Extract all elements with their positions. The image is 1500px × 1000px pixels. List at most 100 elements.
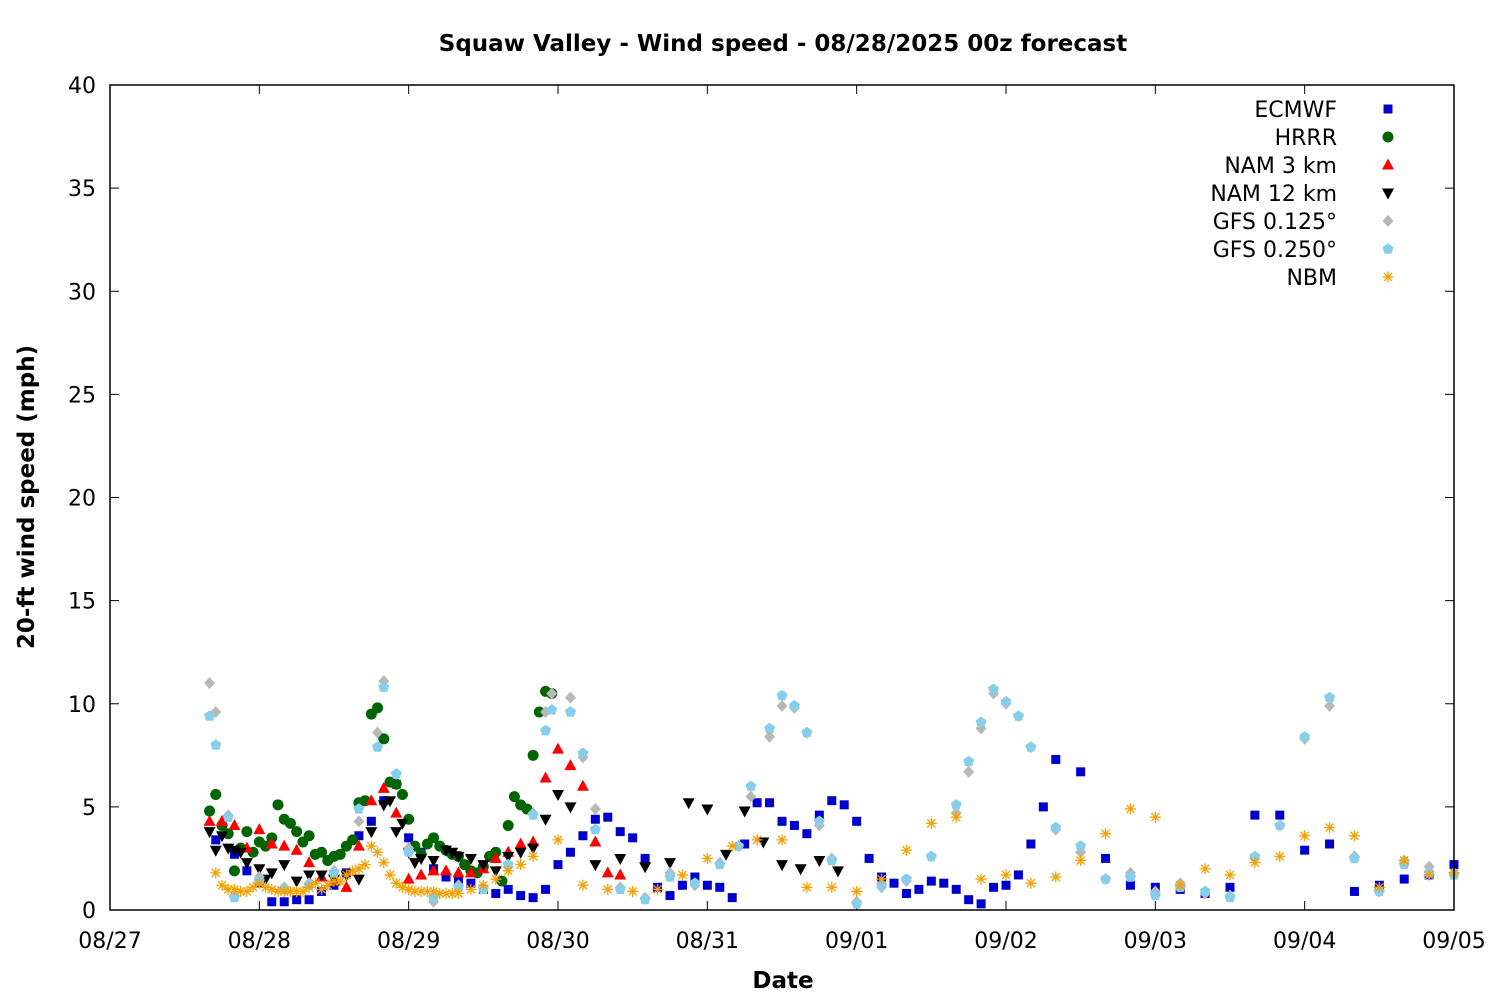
data-point — [664, 871, 676, 882]
data-point — [813, 856, 826, 867]
data-point — [690, 872, 700, 882]
data-point — [1249, 850, 1261, 862]
legend-marker — [1382, 188, 1394, 200]
data-point — [309, 877, 321, 889]
data-point — [390, 827, 403, 839]
data-point — [222, 883, 234, 895]
legend-label: NBM — [1286, 266, 1337, 291]
data-point — [1050, 871, 1062, 883]
data-point — [390, 806, 403, 818]
data-point — [652, 883, 664, 895]
data-point — [826, 881, 838, 893]
data-point — [278, 860, 291, 872]
data-point — [1423, 869, 1435, 881]
data-point — [365, 827, 378, 839]
data-point — [514, 837, 527, 849]
data-point — [347, 865, 359, 877]
data-point — [901, 889, 911, 898]
data-point — [396, 818, 409, 830]
y-tick-label: 35 — [68, 177, 96, 202]
data-point — [272, 885, 284, 897]
data-point — [639, 893, 651, 905]
data-point — [714, 858, 726, 870]
data-point — [527, 843, 540, 855]
data-point — [427, 864, 440, 876]
data-point — [926, 876, 936, 886]
data-point — [415, 885, 427, 897]
data-point — [502, 858, 514, 870]
data-point — [576, 779, 589, 791]
series-nbm — [210, 803, 1460, 899]
data-point — [677, 880, 687, 890]
x-tick-label: 09/03 — [1124, 929, 1187, 954]
data-point — [1225, 882, 1235, 892]
data-point — [502, 819, 514, 831]
data-point — [989, 882, 999, 892]
legend: ECMWF HRRR NAM 3 km NAM 12 km GFS 0.125° GFS … — [1210, 98, 1394, 291]
data-point — [272, 799, 284, 811]
data-point — [427, 856, 440, 867]
data-point — [241, 885, 253, 897]
data-point — [540, 724, 552, 736]
data-point — [546, 704, 558, 715]
data-point — [204, 805, 216, 817]
data-point — [614, 868, 627, 880]
data-point — [242, 866, 252, 876]
data-point — [1299, 830, 1311, 842]
legend-label: NAM 3 km — [1224, 154, 1337, 179]
data-point — [1000, 695, 1012, 707]
data-point — [216, 831, 228, 843]
data-point — [352, 874, 365, 886]
data-point — [1324, 691, 1336, 703]
data-point — [951, 884, 961, 894]
data-point — [1125, 880, 1135, 890]
data-point — [776, 860, 788, 872]
data-point — [975, 716, 987, 727]
data-point — [408, 858, 421, 870]
data-point — [359, 859, 371, 871]
data-point — [802, 829, 812, 839]
data-point — [726, 840, 738, 852]
data-point — [589, 802, 601, 815]
data-point — [565, 847, 575, 857]
data-point — [1199, 863, 1211, 875]
data-point — [228, 818, 241, 830]
data-point — [676, 869, 688, 881]
legend-marker — [1383, 104, 1393, 114]
data-point — [291, 885, 303, 897]
data-point — [328, 875, 340, 887]
data-point — [352, 839, 365, 851]
data-point — [428, 885, 440, 897]
data-point — [801, 726, 813, 738]
data-point — [211, 835, 221, 845]
series-nam-12-km — [203, 790, 844, 888]
data-point — [1100, 873, 1112, 884]
data-point — [228, 883, 240, 895]
legend-label: GFS 0.125° — [1213, 210, 1337, 235]
data-point — [539, 771, 552, 783]
data-point — [303, 856, 316, 868]
data-point — [950, 811, 962, 823]
series-nam-3-km — [203, 742, 627, 892]
data-point — [216, 814, 228, 826]
data-point — [316, 846, 328, 858]
data-point — [502, 851, 515, 863]
data-point — [464, 853, 477, 865]
data-point — [925, 850, 937, 862]
data-point — [322, 879, 334, 891]
data-point — [639, 862, 652, 874]
x-tick-label: 08/30 — [526, 929, 589, 954]
x-tick-label: 08/31 — [676, 929, 739, 954]
data-point — [415, 853, 428, 865]
data-point — [204, 710, 216, 721]
data-point — [939, 878, 949, 888]
legend-label: HRRR — [1275, 126, 1337, 151]
data-point — [247, 881, 259, 893]
data-point — [794, 864, 807, 876]
data-point — [1124, 871, 1136, 882]
data-point — [489, 866, 502, 878]
data-point — [745, 780, 757, 791]
data-point — [664, 858, 676, 870]
data-point — [827, 796, 837, 806]
data-point — [720, 849, 732, 861]
